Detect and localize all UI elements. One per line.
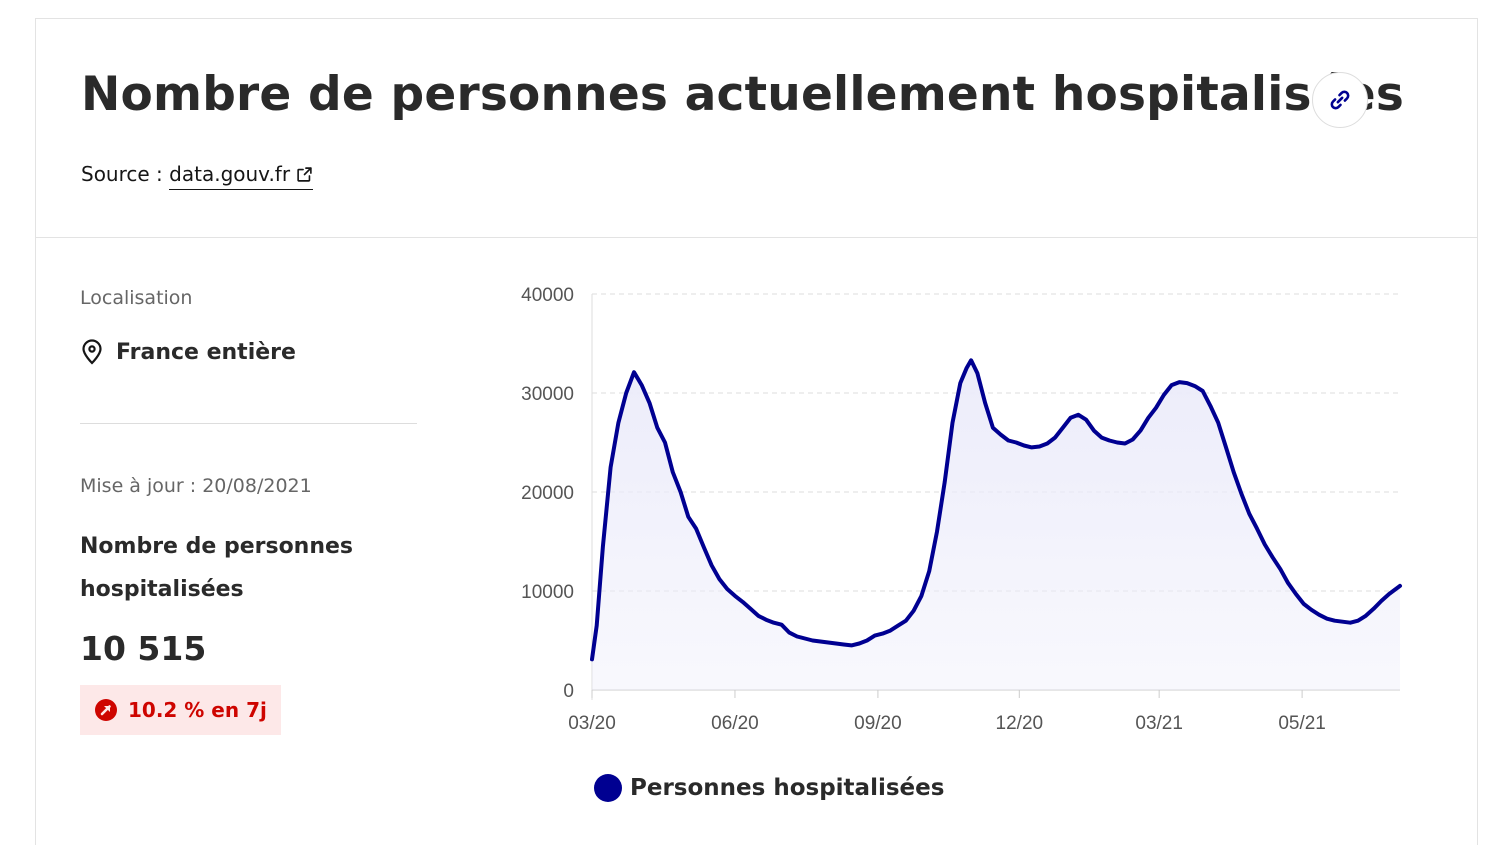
chart-legend[interactable]: Personnes hospitalisées: [594, 774, 944, 802]
y-tick-label: 0: [563, 681, 574, 702]
y-tick-label: 20000: [521, 483, 574, 504]
source-link-label: data.gouv.fr: [169, 162, 291, 186]
x-tick-label: 03/21: [1135, 713, 1183, 734]
page-title: Nombre de personnes actuellement hospita…: [81, 67, 1405, 122]
external-link-icon: [297, 167, 312, 182]
metric-label: Nombre de personnes hospitalisées: [80, 534, 354, 602]
x-tick-label: 05/21: [1278, 713, 1326, 734]
panel-divider: [80, 423, 417, 424]
source-prefix: Source :: [81, 162, 163, 186]
x-tick-label: 12/20: [996, 713, 1044, 734]
y-tick-label: 10000: [521, 582, 574, 603]
series-area: [592, 360, 1400, 690]
location-label: Localisation: [80, 287, 193, 309]
x-tick-label: 03/20: [568, 713, 616, 734]
chart-svg: 0 10000 20000 30000 40000 03/20 06/20 09/20 12/2…: [521, 285, 1402, 734]
location-value-row: France entière: [80, 339, 296, 365]
legend-label: Personnes hospitalisées: [630, 775, 945, 801]
card-header: Nombre de personnes actuellement hospita…: [36, 19, 1477, 238]
x-tick-label: 06/20: [711, 713, 759, 734]
location-value: France entière: [116, 339, 296, 365]
series-line: [590, 358, 1402, 662]
y-tick-label: 30000: [521, 384, 574, 405]
legend-swatch: [594, 774, 622, 802]
trend-text: 10.2 % en 7j: [128, 698, 267, 722]
update-date: Mise à jour : 20/08/2021: [80, 475, 312, 497]
trend-badge: 10.2 % en 7j: [80, 685, 281, 735]
copy-link-button[interactable]: [1312, 72, 1368, 128]
x-tick-label: 09/20: [854, 713, 902, 734]
metric-value: 10 515: [80, 629, 207, 668]
y-tick-label: 40000: [521, 285, 574, 306]
source-line: Source : data.gouv.fr: [81, 162, 314, 190]
arrow-up-right-icon: [95, 699, 117, 721]
hospitalization-chart: 0 10000 20000 30000 40000 03/20 06/20 09/20 12/2…: [500, 270, 1420, 740]
link-icon: [1330, 90, 1350, 110]
source-link[interactable]: data.gouv.fr: [169, 162, 314, 190]
map-pin-icon: [82, 339, 102, 365]
